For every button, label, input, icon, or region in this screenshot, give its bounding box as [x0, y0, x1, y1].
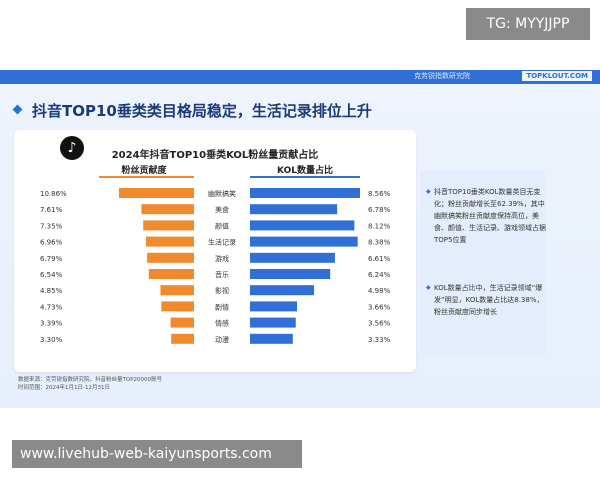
bar-left — [145, 236, 194, 247]
insight-note-1: 抖音TOP10垂类KOL数量类目无变化；粉丝贡献增长至62.39%，其中幽默搞笑… — [426, 186, 550, 246]
data-label-right: 3.56% — [368, 320, 391, 328]
data-label-left: 3.30% — [40, 336, 63, 344]
data-label-left: 4.73% — [40, 303, 63, 311]
bar-left — [160, 285, 194, 296]
category-label: 生活记录 — [208, 238, 236, 247]
bar-left — [171, 333, 194, 344]
bar-left — [119, 188, 194, 198]
data-label-left: 3.39% — [40, 320, 63, 328]
chart-card: ♪ 2024年抖音TOP10垂类KOL粉丝量贡献占比 粉丝贡献度 KOL数量占比 1… — [14, 130, 416, 372]
insight-panel: 抖音TOP10垂类KOL数量类目无变化；粉丝贡献增长至62.39%，其中幽默搞笑… — [420, 170, 546, 356]
chart-title: 2024年抖音TOP10垂类KOL粉丝量贡献占比 — [111, 150, 319, 161]
bar-left — [148, 269, 194, 279]
data-label-right: 6.78% — [368, 206, 391, 214]
data-label-right: 4.98% — [368, 287, 391, 295]
bar-left — [170, 317, 194, 328]
bar-right — [250, 301, 298, 312]
data-label-left: 6.96% — [40, 239, 63, 247]
org-name: 克劳锐指数研究院 — [414, 72, 470, 80]
bar-right — [250, 333, 293, 344]
diamond-bullet-icon — [12, 104, 23, 115]
bar-right — [250, 269, 331, 279]
series-header-right: KOL数量占比 — [277, 164, 333, 176]
data-label-right: 3.66% — [368, 303, 391, 311]
data-label-left: 7.61% — [40, 206, 63, 214]
time-range-line: 时间范围：2024年1月1日-12月31日 — [18, 385, 110, 391]
category-label: 美食 — [215, 205, 229, 214]
category-label: 情感 — [215, 319, 229, 328]
url-watermark-banner: www.livehub-web-kaiyunsports.com — [12, 440, 302, 468]
bar-right — [250, 236, 358, 247]
chart-svg: 粉丝贡献度 KOL数量占比 10.86% 幽默搞笑 8.56% 7.61% 美食 6.78% 7… — [40, 164, 391, 344]
bar-left — [143, 220, 194, 231]
category-label: 剧情 — [215, 302, 229, 311]
bar-left — [161, 301, 194, 312]
bar-right — [250, 285, 314, 296]
category-label: 动漫 — [215, 335, 229, 344]
data-label-right: 8.38% — [368, 239, 391, 247]
slide-headline: 抖音TOP10垂类类目格局稳定，生活记录排位上升 — [32, 102, 372, 120]
data-label-left: 4.85% — [40, 287, 63, 295]
slide-top-bar: 克劳锐指数研究院 TOPKLOUT.COM — [0, 70, 600, 84]
category-label: 音乐 — [215, 270, 229, 279]
data-label-right: 6.24% — [368, 271, 391, 279]
tg-watermark-badge: TG: MYYJJPP — [466, 8, 590, 40]
category-label: 影视 — [215, 286, 229, 295]
bar-left — [147, 252, 194, 263]
insight-note-2: KOL数量占比中，生活记录领域“爆发”明显，KOL数量占比达8.38%，粉丝贡献… — [426, 282, 550, 318]
series-header-left: 粉丝贡献度 — [121, 164, 167, 176]
data-label-right: 8.12% — [368, 222, 391, 230]
bar-right — [250, 220, 355, 231]
data-label-left: 7.35% — [40, 222, 63, 230]
bar-left — [141, 204, 194, 215]
report-slide: 克劳锐指数研究院 TOPKLOUT.COM 抖音TOP10垂类类目格局稳定，生活… — [0, 70, 600, 408]
bar-right — [250, 252, 335, 263]
category-label: 颜值 — [215, 221, 229, 230]
category-label: 游戏 — [215, 254, 229, 263]
data-label-left: 6.54% — [40, 271, 63, 279]
brand-logo: TOPKLOUT.COM — [522, 71, 592, 81]
data-label-left: 6.79% — [40, 255, 63, 263]
tiktok-logo-icon: ♪ — [60, 136, 84, 160]
bar-right — [250, 204, 338, 215]
bar-right — [250, 317, 296, 328]
source-line: 数据来源：克劳锐指数研究院，抖音粉丝量TOP20000账号 — [18, 377, 163, 383]
data-label-right: 8.56% — [368, 190, 391, 198]
source-note: 数据来源：克劳锐指数研究院，抖音粉丝量TOP20000账号 时间范围：2024年… — [18, 376, 162, 392]
data-label-right: 3.33% — [368, 336, 391, 344]
data-label-right: 6.61% — [368, 255, 391, 263]
data-label-left: 10.86% — [40, 190, 67, 198]
bar-right — [250, 188, 360, 198]
category-label: 幽默搞笑 — [208, 189, 236, 198]
